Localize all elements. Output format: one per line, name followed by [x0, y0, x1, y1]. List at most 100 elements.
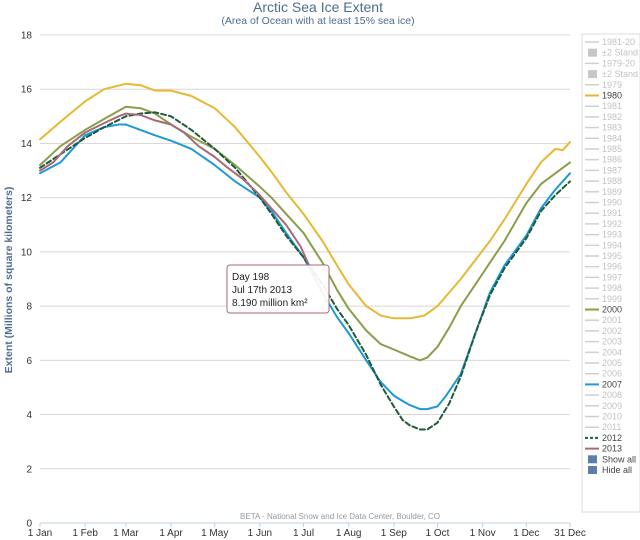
- x-axis: 1 Jan 1 Feb 1 Mar 1 Apr 1 May 1 Jun 1 Jul 1 Aug…: [28, 522, 586, 539]
- legend-label: 1994: [602, 240, 622, 250]
- x-tick-label: 31 Dec: [554, 528, 586, 539]
- legend-label: 2004: [602, 347, 622, 357]
- legend-item[interactable]: 1980: [585, 91, 622, 101]
- series-line-1980[interactable]: [39, 82, 571, 320]
- tooltip: Day 198 Jul 17th 2013 8.190 million km²: [226, 264, 330, 314]
- series-lines: [39, 82, 571, 431]
- legend-label: 2012: [602, 433, 622, 443]
- x-tick-label: 1 Apr: [159, 528, 183, 539]
- legend-label: 1993: [602, 230, 622, 240]
- legend-label: 2013: [602, 444, 622, 454]
- x-tick-label: 1 Oct: [426, 528, 450, 539]
- legend-label: 1995: [602, 251, 622, 261]
- legend-item[interactable]: 1988: [585, 176, 622, 186]
- legend-label: 1988: [602, 176, 622, 186]
- legend-item[interactable]: 1999: [585, 294, 622, 304]
- legend-item[interactable]: 1981-20: [585, 37, 635, 47]
- legend-button-swatch: [588, 455, 597, 464]
- y-tick-label: 10: [21, 247, 33, 258]
- legend-item[interactable]: 2012: [585, 433, 622, 443]
- legend-item[interactable]: 1995: [585, 251, 622, 261]
- tooltip-day: Day 198: [232, 272, 270, 283]
- legend-item[interactable]: 1996: [585, 262, 622, 272]
- y-tick-label: 12: [21, 193, 33, 204]
- y-tick-label: 8: [26, 302, 32, 313]
- legend-label: 1982: [602, 112, 622, 122]
- legend-item[interactable]: 2006: [585, 369, 622, 379]
- y-tick-label: 4: [26, 410, 32, 421]
- y-tick-label: 2: [26, 464, 32, 475]
- legend-frame: [581, 33, 640, 513]
- legend-label: 2005: [602, 358, 622, 368]
- legend-item[interactable]: 2010: [585, 412, 622, 422]
- legend-button-swatch: [588, 466, 597, 474]
- y-axis: 0 2 4 6 8 10 12 14 16 18: [21, 31, 33, 530]
- legend-item[interactable]: 1986: [585, 155, 622, 165]
- legend-item[interactable]: 2011: [585, 422, 621, 432]
- legend-item[interactable]: ±2 Stand: [588, 69, 638, 79]
- legend-item[interactable]: ±2 Stand: [588, 48, 638, 58]
- y-axis-label: Extent (Millions of square kilometers): [3, 187, 15, 374]
- legend-label: Hide all: [602, 465, 632, 475]
- legend-item[interactable]: 1998: [585, 283, 622, 293]
- legend-item[interactable]: 1997: [585, 272, 622, 282]
- legend-label: 2008: [602, 390, 622, 400]
- chart-credit: BETA - National Snow and Ice Data Center…: [240, 512, 440, 521]
- legend-label: 1983: [602, 123, 622, 133]
- legend-item[interactable]: 2002: [585, 326, 622, 336]
- legend-item[interactable]: 1983: [585, 123, 622, 133]
- legend-item[interactable]: 2000: [585, 305, 622, 315]
- legend-item[interactable]: 1994: [585, 240, 622, 250]
- legend-item[interactable]: 2001: [585, 315, 622, 325]
- x-tick-label: 1 Dec: [513, 528, 539, 539]
- legend-item[interactable]: 2009: [585, 401, 622, 411]
- legend-item[interactable]: 2004: [585, 347, 622, 357]
- legend-label: Show all: [602, 454, 636, 464]
- legend-label: 2011: [602, 422, 621, 432]
- legend-label: 2009: [602, 401, 622, 411]
- legend-item[interactable]: 1987: [585, 165, 622, 175]
- x-tick-label: 1 Mar: [113, 528, 139, 539]
- legend-item[interactable]: 1985: [585, 144, 622, 154]
- legend-swatch: [588, 70, 597, 79]
- legend-label: 2010: [602, 412, 622, 422]
- y-tick-label: 16: [21, 85, 33, 96]
- legend-label: 1980: [602, 91, 622, 101]
- legend-item[interactable]: 2007: [585, 379, 622, 389]
- legend-item[interactable]: 1993: [585, 230, 622, 240]
- legend-item[interactable]: 1991: [585, 208, 622, 218]
- legend-item[interactable]: 2008: [585, 390, 622, 400]
- y-tick-label: 18: [21, 31, 33, 42]
- legend-item[interactable]: 1982: [585, 112, 622, 122]
- legend-label: 1981-20: [602, 37, 635, 47]
- y-tick-label: 6: [26, 356, 32, 367]
- tooltip-box: [226, 264, 330, 314]
- legend-label: 2002: [602, 326, 622, 336]
- legend-item[interactable]: 1990: [585, 198, 622, 208]
- legend-item[interactable]: 1989: [585, 187, 622, 197]
- legend-item[interactable]: Hide all: [588, 465, 632, 475]
- series-line-2000[interactable]: [39, 105, 571, 362]
- legend-item[interactable]: 1984: [585, 133, 622, 143]
- legend-item[interactable]: 1979: [585, 80, 622, 90]
- legend-item[interactable]: 1979-20: [585, 58, 635, 68]
- legend-item[interactable]: 2005: [585, 358, 622, 368]
- x-tick-label: 1 May: [201, 528, 228, 539]
- legend-label: ±2 Stand: [602, 69, 638, 79]
- legend-label: 1979: [602, 80, 622, 90]
- x-tick-label: 1 Feb: [72, 528, 98, 539]
- legend-label: 1989: [602, 187, 622, 197]
- legend-item[interactable]: 1981: [585, 101, 622, 111]
- y-tick-label: 14: [21, 139, 33, 150]
- legend-item[interactable]: 2003: [585, 337, 622, 347]
- series-line-2012[interactable]: [39, 111, 571, 431]
- legend-label: ±2 Stand: [602, 48, 638, 58]
- legend-item[interactable]: Show all: [588, 454, 636, 464]
- legend-swatch: [588, 48, 597, 57]
- legend-item[interactable]: 2013: [585, 444, 622, 454]
- legend-item[interactable]: 1992: [585, 219, 622, 229]
- legend-label: 1987: [602, 165, 622, 175]
- series-line-2013[interactable]: [39, 112, 328, 302]
